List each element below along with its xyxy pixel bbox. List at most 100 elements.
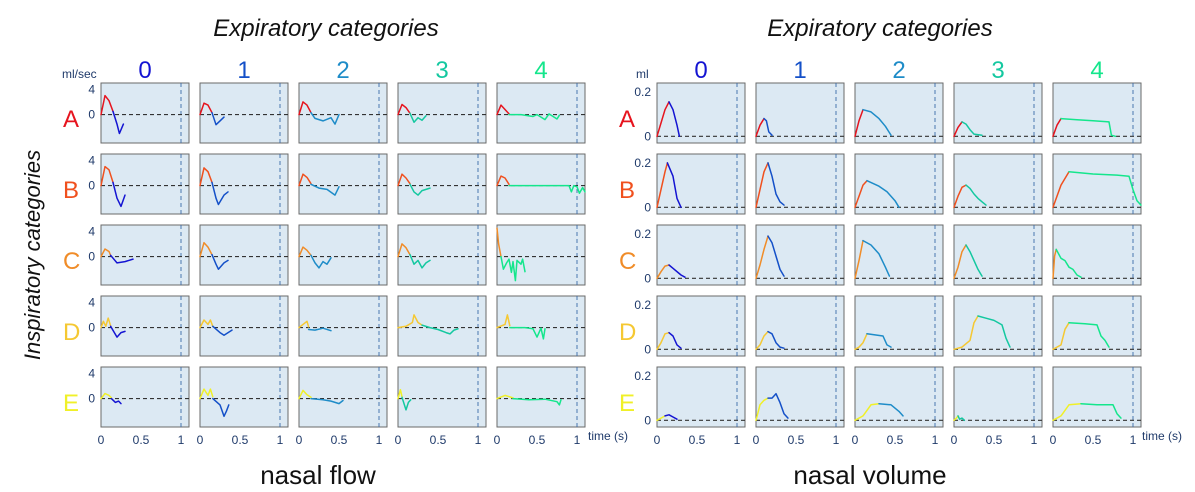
expiratory-trace <box>211 181 229 206</box>
panel-background <box>100 153 190 215</box>
x-tick-label: 0 <box>1050 433 1057 447</box>
inspiratory-trace <box>953 244 967 280</box>
expiratory-trace <box>1068 171 1142 206</box>
panel-background <box>199 366 289 428</box>
x-tick-label: 0.5 <box>430 433 447 447</box>
inspiratory-trace <box>854 179 868 209</box>
panel-background <box>397 366 487 428</box>
panel-background <box>1052 224 1142 286</box>
flow-panel <box>496 224 586 286</box>
left-expiratory-heading: Expiratory categories <box>213 15 438 42</box>
vol-panel <box>854 224 944 286</box>
flow-panel <box>397 153 487 215</box>
flow-panel: 0 0.5 1 <box>296 366 388 447</box>
y-tick-label: 0 <box>644 413 651 427</box>
expiratory-trace <box>211 253 229 270</box>
vol-panel: 0 0.5 1 <box>852 366 944 447</box>
vol-column-label: 2 <box>892 57 905 84</box>
panel-background <box>199 82 289 144</box>
flow-panel: 0 4 0 0.5 1 <box>88 366 190 447</box>
x-tick-label: 0 <box>654 433 661 447</box>
flow-panel: 0 0.5 1 <box>197 366 289 447</box>
x-tick-label: 0 <box>197 433 204 447</box>
vol-panel <box>953 82 1043 144</box>
x-tick-label: 0.5 <box>133 433 150 447</box>
x-tick-label: 0.5 <box>788 433 805 447</box>
vol-column-label: 4 <box>1090 57 1103 84</box>
expiratory-trace <box>668 264 686 278</box>
x-tick-label: 0 <box>98 433 105 447</box>
expiratory-trace <box>866 179 900 209</box>
panel-background <box>755 82 845 144</box>
expiratory-trace <box>866 333 892 348</box>
vol-panel: 0 0.5 1 <box>1050 366 1142 447</box>
panel-background <box>953 224 1043 286</box>
expiratory-trace <box>965 184 987 206</box>
vol-panel: 0 0.2 0 0.5 1 <box>634 366 746 447</box>
left-time-label: time (s) <box>588 429 628 443</box>
inspiratory-trace <box>199 319 214 329</box>
expiratory-trace <box>862 239 891 277</box>
inspiratory-trace <box>1052 171 1070 209</box>
expiratory-trace <box>310 183 340 196</box>
y-tick-label: 0 <box>88 392 95 406</box>
expiratory-trace <box>512 397 562 406</box>
inspiratory-trace <box>298 101 312 116</box>
panel-background <box>755 153 845 215</box>
x-tick-label: 0.5 <box>529 433 546 447</box>
y-tick-label: 4 <box>88 224 95 238</box>
expiratory-trace <box>508 184 586 194</box>
expiratory-trace <box>211 111 225 126</box>
flow-panel <box>298 295 388 357</box>
panel-background <box>656 153 746 215</box>
inspiratory-trace <box>854 333 868 351</box>
expiratory-trace <box>878 402 904 417</box>
inspiratory-trace <box>755 235 769 280</box>
x-tick-label: 0 <box>951 433 958 447</box>
expiratory-trace <box>961 121 983 136</box>
vol-row-label: B <box>619 177 635 204</box>
inspiratory-trace <box>397 314 423 329</box>
x-tick-label: 1 <box>833 433 840 447</box>
expiratory-trace <box>1060 117 1117 138</box>
vol-row-label: C <box>619 248 636 275</box>
y-tick-label: 0.2 <box>634 369 651 383</box>
vol-column-label: 3 <box>991 57 1004 84</box>
inspiratory-trace <box>755 162 769 209</box>
vol-column-label: 0 <box>694 57 707 84</box>
flow-panel <box>199 153 289 215</box>
vol-panel: 00.2 <box>634 295 746 357</box>
x-tick-label: 0 <box>296 433 303 447</box>
flow-panel: 04 <box>88 295 190 357</box>
flow-column-label: 0 <box>138 57 151 84</box>
vol-panel <box>953 153 1043 215</box>
flow-panel <box>298 82 388 144</box>
expiratory-trace <box>767 162 785 206</box>
x-tick-label: 0.5 <box>1085 433 1102 447</box>
inspiratory-trace <box>1052 248 1057 280</box>
expiratory-trace <box>409 183 431 196</box>
flow-panel: 04 <box>88 224 190 286</box>
y-tick-label: 4 <box>88 366 95 380</box>
vol-panel <box>953 224 1043 286</box>
flow-panel <box>199 295 289 357</box>
vol-panel <box>1052 295 1142 357</box>
y-tick-label: 0 <box>88 321 95 335</box>
y-tick-label: 0 <box>88 250 95 264</box>
inspiratory-trace <box>854 108 864 138</box>
inspiratory-trace <box>656 162 669 209</box>
panel-background <box>298 366 388 428</box>
x-tick-label: 0.5 <box>232 433 249 447</box>
x-tick-label: 0 <box>395 433 402 447</box>
x-tick-label: 1 <box>178 433 185 447</box>
inspiratory-trace <box>298 246 312 258</box>
y-tick-label: 0.2 <box>634 156 651 170</box>
flow-panel: 04 <box>88 153 190 215</box>
expiratory-trace <box>109 254 134 264</box>
inspiratory-trace <box>953 415 959 422</box>
expiratory-trace <box>421 324 459 335</box>
panel-background <box>755 366 845 428</box>
expiratory-trace <box>668 331 682 349</box>
panel-background <box>1052 82 1142 144</box>
flow-panel <box>496 82 586 144</box>
